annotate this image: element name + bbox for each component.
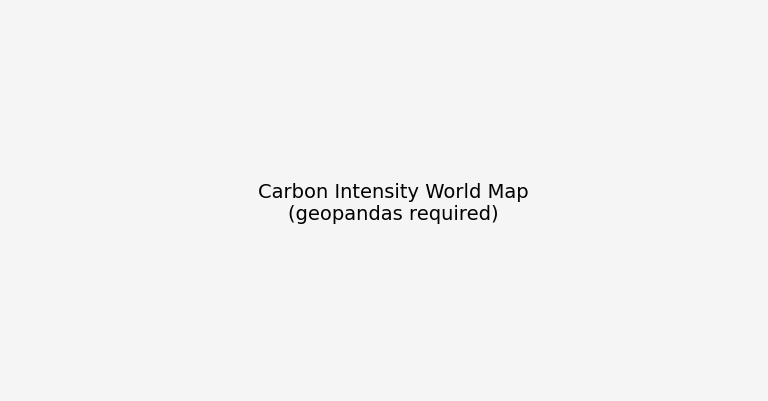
- Text: Carbon Intensity World Map
(geopandas required): Carbon Intensity World Map (geopandas re…: [258, 182, 529, 223]
